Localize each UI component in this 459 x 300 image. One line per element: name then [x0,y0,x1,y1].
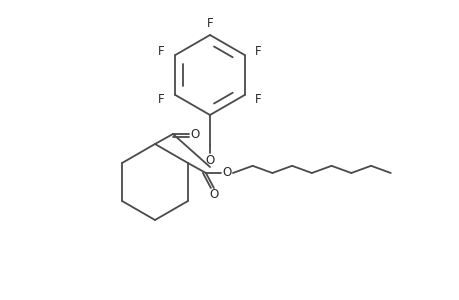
Text: O: O [209,188,218,200]
Text: F: F [206,16,213,29]
Text: F: F [255,92,261,106]
Text: F: F [158,92,164,106]
Text: F: F [255,44,261,58]
Text: F: F [158,44,164,58]
Text: O: O [205,154,214,166]
Text: O: O [222,167,231,179]
Text: O: O [190,128,199,140]
